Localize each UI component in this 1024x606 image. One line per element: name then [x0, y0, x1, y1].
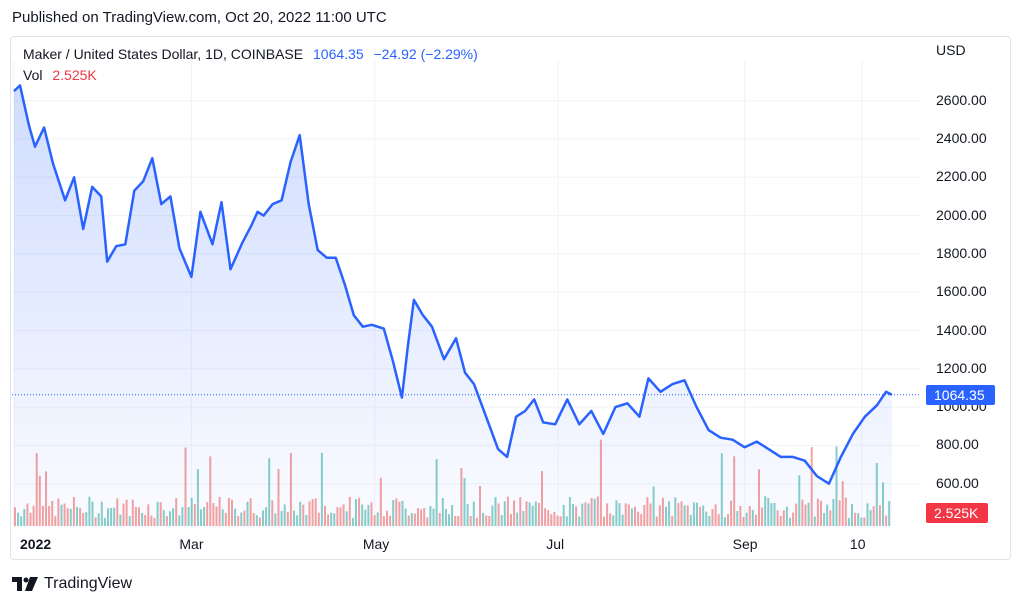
- y-tick-label: 1400.00: [936, 321, 987, 338]
- legend-price: 1064.35: [313, 46, 364, 62]
- published-note: Published on TradingView.com, Oct 20, 20…: [12, 9, 387, 26]
- y-tick-label: 600.00: [936, 474, 979, 491]
- y-tick-label: 2200.00: [936, 168, 987, 185]
- legend-volume-row: Vol 2.525K: [23, 67, 103, 83]
- brand-name: TradingView: [44, 575, 133, 592]
- x-tick-label: Jul: [546, 536, 565, 552]
- legend-title: Maker / United States Dollar, 1D, COINBA…: [23, 46, 304, 62]
- last-price-tag: 1064.35: [926, 385, 995, 405]
- y-tick-label: 1200.00: [936, 359, 987, 376]
- y-tick-label: 1800.00: [936, 244, 987, 261]
- tradingview-logo[interactable]: TradingView: [12, 575, 132, 593]
- y-tick-label: 2000.00: [936, 206, 987, 223]
- price-area: [14, 85, 892, 529]
- currency-label[interactable]: USD: [936, 42, 966, 58]
- x-tick-label: Sep: [732, 536, 758, 552]
- chart-frame: [10, 36, 1011, 560]
- x-tick-label: 2022: [20, 536, 52, 552]
- y-tick-label: 800.00: [936, 436, 979, 453]
- x-tick-label: May: [362, 536, 390, 552]
- y-tick-label: 2600.00: [936, 91, 987, 108]
- y-tick-label: 2400.00: [936, 130, 987, 146]
- legend-vol-label: Vol: [23, 67, 43, 83]
- tradingview-logo-icon: [12, 577, 38, 591]
- legend-vol-value: 2.525K: [52, 67, 97, 83]
- last-volume-tag: 2.525K: [926, 503, 989, 523]
- y-tick-label: 1600.00: [936, 283, 987, 300]
- x-tick-label: Mar: [179, 536, 204, 552]
- legend-change: −24.92 (−2.29%): [373, 46, 478, 62]
- legend-symbol-row: Maker / United States Dollar, 1D, COINBA…: [23, 46, 484, 62]
- x-tick-label: 10: [849, 536, 866, 552]
- price-line: [13, 84, 893, 485]
